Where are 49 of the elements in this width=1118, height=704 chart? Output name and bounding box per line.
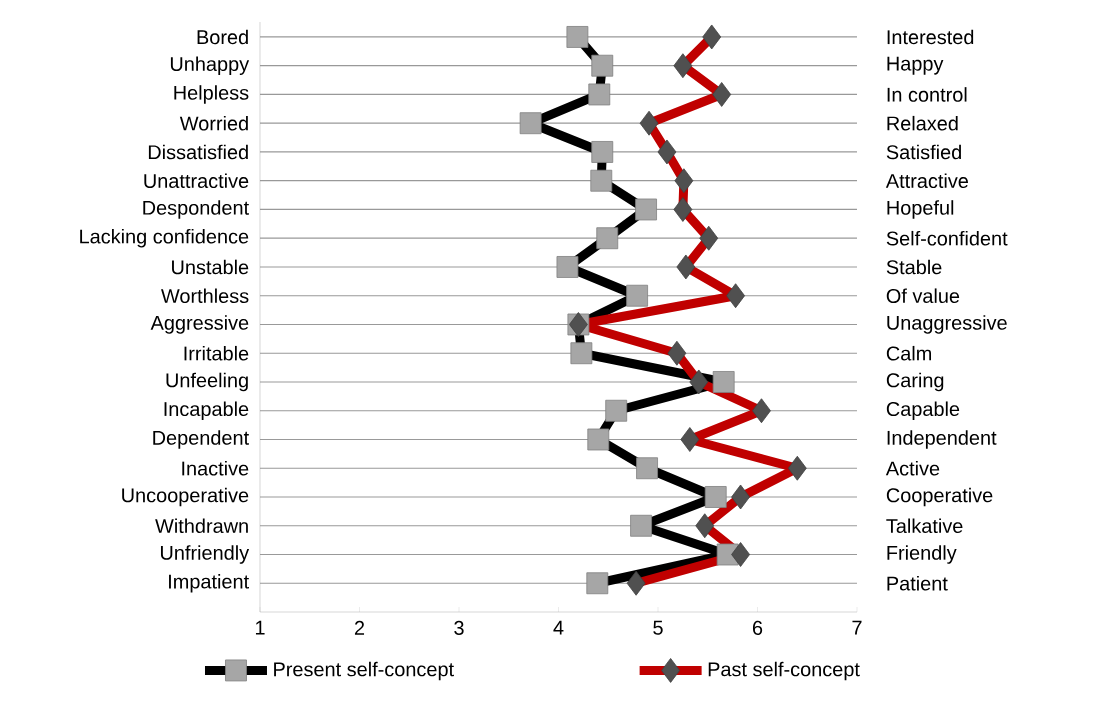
y2-tick-label: Talkative xyxy=(886,518,963,534)
y-tick-label: Irritable xyxy=(184,345,249,361)
y-tick-label: Inactive xyxy=(182,460,249,476)
y2-tick-label: Calm xyxy=(886,345,932,361)
y-tick-label: Incapable xyxy=(164,401,249,421)
y-tick-label: Lacking confidence xyxy=(80,228,249,248)
y-tick-label: Uncooperative xyxy=(122,487,249,507)
y2-tick-label: Stable xyxy=(886,259,942,275)
y-tick-label: Unattractive xyxy=(144,173,249,189)
y2-tick-label: Independent xyxy=(887,430,997,449)
y2-tick-label: Self-confident xyxy=(886,230,1008,246)
y-tick-label: Unstable xyxy=(172,259,249,275)
y-tick-label: Dependent xyxy=(153,430,249,449)
y-tick-label: Despondent xyxy=(143,200,249,219)
y2-tick-label: Friendly xyxy=(887,545,957,564)
y-tick-label: Impatient xyxy=(169,573,249,593)
y2-tick-label: Of value xyxy=(886,288,960,304)
x-tick-label: 5 xyxy=(653,620,663,635)
y-tick-label: Aggressive xyxy=(150,315,249,334)
y2-tick-label: Satisfied xyxy=(886,144,961,160)
y-tick-label: Unfriendly xyxy=(160,545,250,564)
y2-tick-label: Attractive xyxy=(885,173,968,189)
y2-tick-label: Unaggressive xyxy=(887,315,1007,334)
y2-tick-label: Capable xyxy=(886,401,960,421)
legend-label: Past self-concept xyxy=(708,661,860,681)
y-tick-label: Worried xyxy=(179,115,248,131)
y-tick-label: Dissatisfied xyxy=(148,144,248,160)
y2-tick-label: Relaxed xyxy=(887,115,958,131)
x-tick-label: 7 xyxy=(852,620,862,635)
x-tick-label: 6 xyxy=(752,620,763,635)
legend-label: Present self-concept xyxy=(274,661,454,681)
x-tick-label: 1 xyxy=(255,620,265,635)
x-tick-label: 4 xyxy=(553,620,564,635)
x-tick-label: 3 xyxy=(454,620,464,635)
y2-tick-label: Interested xyxy=(887,29,974,45)
y-tick-label: Worthless xyxy=(161,288,249,304)
y2-tick-label: Hopeful xyxy=(887,200,954,219)
y-tick-label: Unfeeling xyxy=(166,372,248,392)
y2-tick-label: Active xyxy=(885,460,940,476)
y-tick-label: Helpless xyxy=(174,85,249,104)
x-tick-label: 2 xyxy=(354,620,365,635)
y2-tick-label: Patient xyxy=(887,575,948,591)
y-tick-label: Withdrawn xyxy=(155,518,248,534)
y2-tick-label: In control xyxy=(887,87,967,102)
y2-tick-label: Cooperative xyxy=(886,487,993,507)
y2-tick-label: Caring xyxy=(886,372,944,392)
y-tick-label: Unhappy xyxy=(170,56,250,75)
y-tick-label: Bored xyxy=(197,29,248,45)
y2-tick-label: Happy xyxy=(887,56,944,75)
